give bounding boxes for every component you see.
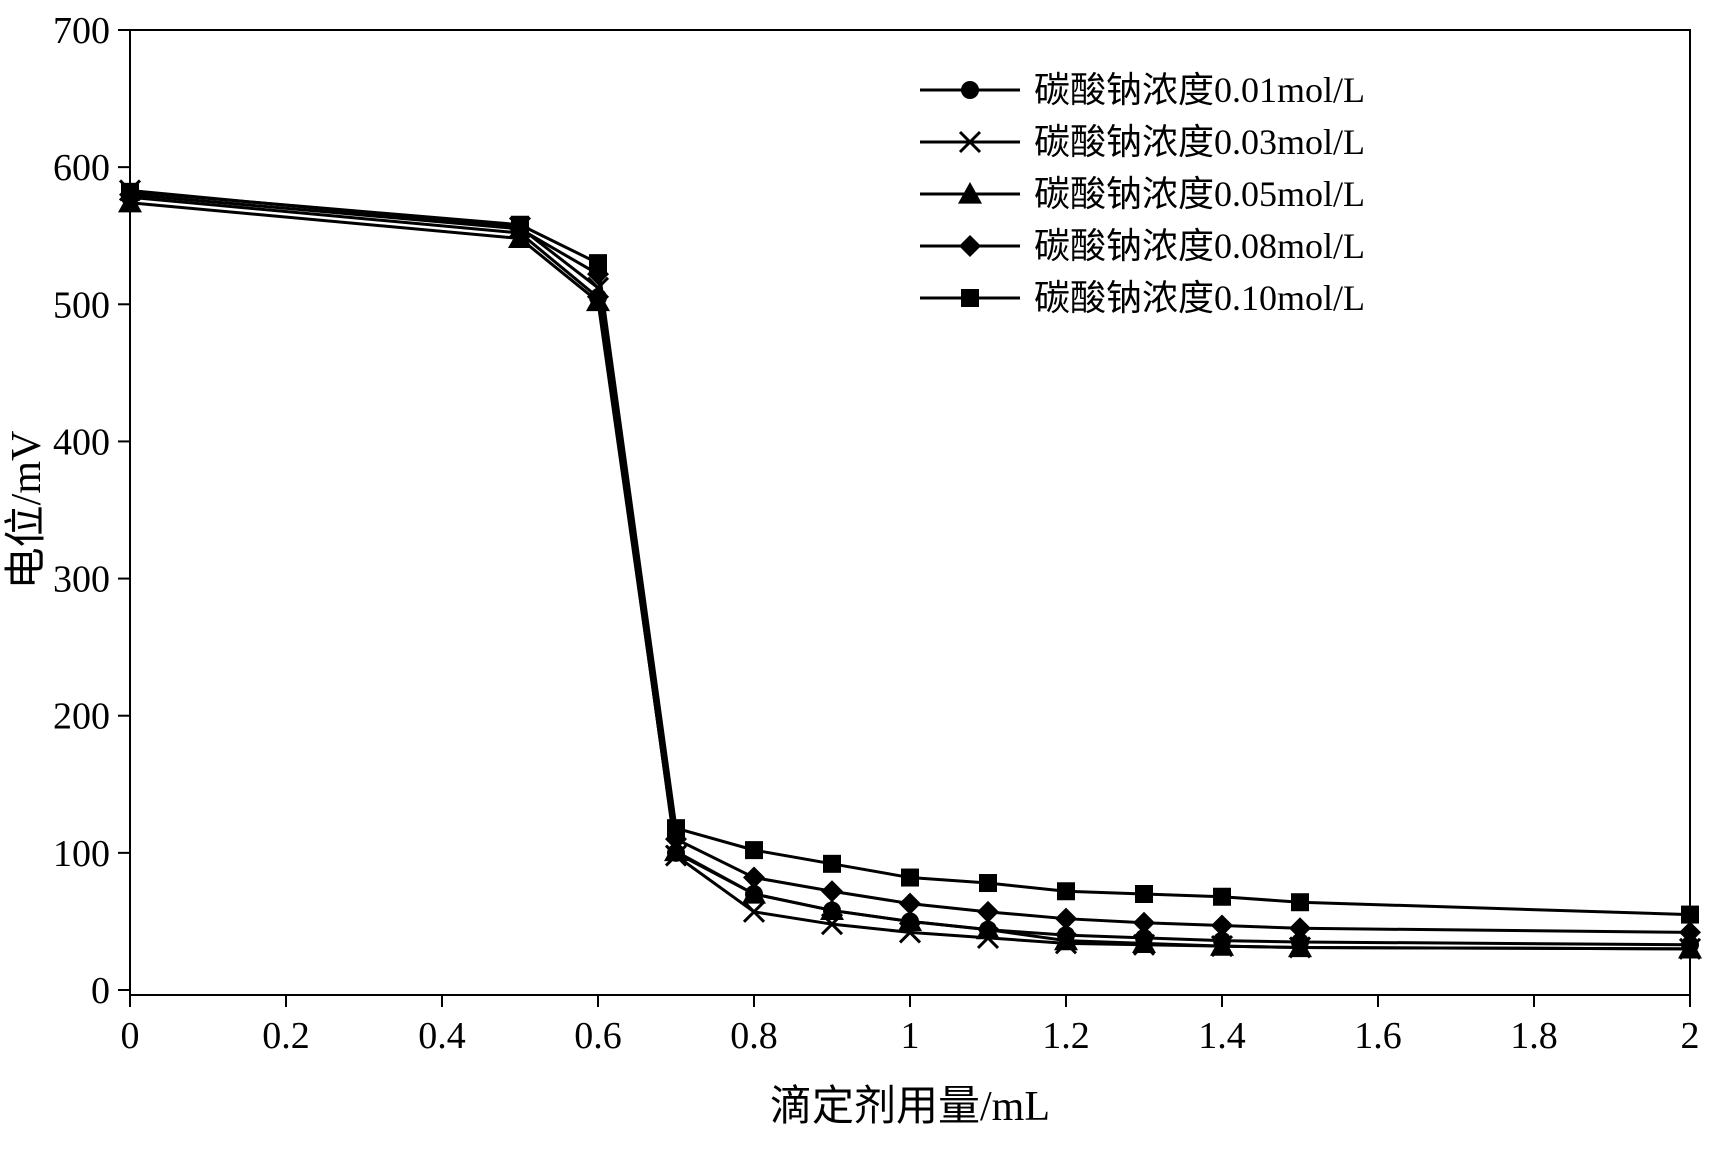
legend-label: 碳酸钠浓度0.05mol/L <box>1034 174 1365 214</box>
marker-diamond <box>1289 917 1311 939</box>
marker-diamond <box>821 880 843 902</box>
x-tick-label: 1.2 <box>1042 1015 1090 1057</box>
marker-square <box>511 216 529 234</box>
series-line <box>130 195 1690 933</box>
y-tick-label: 300 <box>53 559 110 601</box>
x-tick-label: 0 <box>121 1015 140 1057</box>
marker-square <box>823 855 841 873</box>
y-tick-label: 0 <box>91 970 110 1012</box>
marker-square <box>1057 882 1075 900</box>
x-tick-label: 0.2 <box>262 1015 310 1057</box>
x-tick-label: 0.4 <box>418 1015 466 1057</box>
series-line <box>130 192 1690 915</box>
x-tick-label: 1 <box>901 1015 920 1057</box>
y-tick-label: 200 <box>53 696 110 738</box>
titration-chart: 0 100 200 300 400 500 600 700 0 0.2 0.4 0.6 0.8 1 1.2 1… <box>0 0 1716 1160</box>
marker-square <box>979 874 997 892</box>
chart-svg: 0 100 200 300 400 500 600 700 0 0.2 0.4 0.6 0.8 1 1.2 1… <box>0 0 1716 1160</box>
y-tick-label: 100 <box>53 833 110 875</box>
marker-square <box>745 841 763 859</box>
marker-circle <box>961 81 979 99</box>
marker-square <box>961 289 979 307</box>
x-tick-label: 1.4 <box>1198 1015 1246 1057</box>
marker-square <box>589 254 607 272</box>
y-tick-label: 600 <box>53 147 110 189</box>
marker-diamond <box>1211 915 1233 937</box>
x-tick-label: 2 <box>1681 1015 1700 1057</box>
series-line <box>130 203 1690 949</box>
y-tick-label: 700 <box>53 10 110 52</box>
x-tick-label: 1.6 <box>1354 1015 1402 1057</box>
marker-diamond <box>743 867 765 889</box>
y-tick-label: 500 <box>53 284 110 326</box>
marker-diamond <box>1055 908 1077 930</box>
y-axis-title: 电位/mV <box>3 431 50 590</box>
x-tick-label: 0.6 <box>574 1015 622 1057</box>
legend-label: 碳酸钠浓度0.03mol/L <box>1034 122 1365 162</box>
x-tick-label: 1.8 <box>1510 1015 1558 1057</box>
marker-square <box>1213 888 1231 906</box>
x-tick-label: 0.8 <box>730 1015 778 1057</box>
marker-square <box>1135 885 1153 903</box>
marker-square <box>1291 893 1309 911</box>
marker-square <box>121 183 139 201</box>
marker-square <box>1681 906 1699 924</box>
series-line <box>130 190 1690 948</box>
plot-border <box>130 30 1690 995</box>
legend-label: 碳酸钠浓度0.01mol/L <box>1034 70 1365 110</box>
marker-diamond <box>1133 912 1155 934</box>
marker-diamond <box>977 901 999 923</box>
marker-square <box>667 819 685 837</box>
y-tick-label: 400 <box>53 421 110 463</box>
marker-diamond <box>959 235 981 257</box>
x-axis-title: 滴定剂用量/mL <box>770 1083 1050 1130</box>
marker-square <box>901 869 919 887</box>
legend-label: 碳酸钠浓度0.10mol/L <box>1034 278 1365 318</box>
series-line <box>130 197 1690 944</box>
legend-label: 碳酸钠浓度0.08mol/L <box>1034 226 1365 266</box>
marker-diamond <box>899 893 921 915</box>
